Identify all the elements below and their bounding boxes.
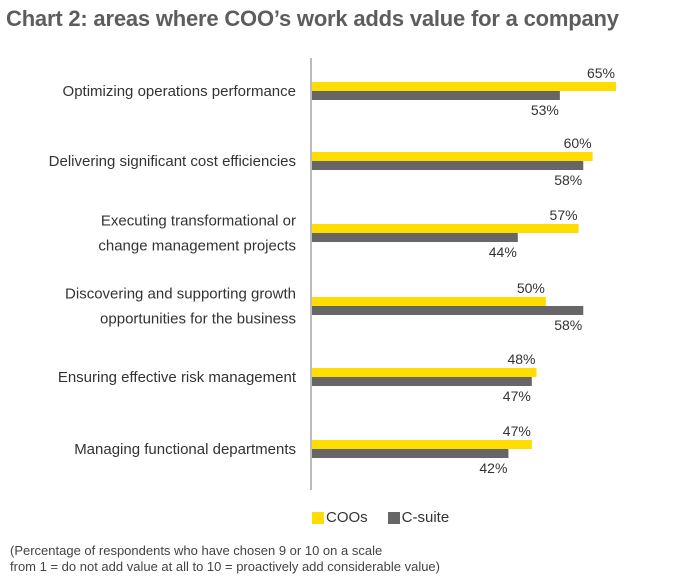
bar-coos xyxy=(312,152,593,161)
legend-swatch-csuite xyxy=(387,511,400,524)
bar-csuite xyxy=(312,306,584,315)
value-label-coos: 60% xyxy=(564,135,592,151)
bar-coos xyxy=(312,297,546,306)
value-label-coos: 65% xyxy=(587,65,615,81)
category-label: Optimizing operations performance xyxy=(63,83,296,100)
category-label: Managing functional departments xyxy=(74,441,296,458)
bar-coos xyxy=(312,440,532,449)
value-label-csuite: 58% xyxy=(554,317,582,333)
chart-title: Chart 2: areas where COO’s work adds val… xyxy=(6,6,619,31)
bar-coos xyxy=(312,224,579,233)
bar-coos xyxy=(312,82,616,91)
category-label: Discovering and supporting growth xyxy=(65,286,296,303)
value-label-coos: 48% xyxy=(507,351,535,367)
legend-swatch-coos xyxy=(312,511,324,524)
bar-csuite xyxy=(312,233,518,242)
footnote: (Percentage of respondents who have chos… xyxy=(10,543,670,575)
footnote-line-2: from 1 = do not add value at all to 10 =… xyxy=(10,559,440,574)
footnote-line-1: (Percentage of respondents who have chos… xyxy=(10,543,383,558)
category-label: opportunities for the business xyxy=(100,311,296,328)
legend-item-csuite: C-suite xyxy=(387,509,450,526)
legend-label-coos: COOs xyxy=(326,509,368,526)
bar-coos xyxy=(312,368,537,377)
legend: COOs C-suite xyxy=(312,509,469,526)
value-label-csuite: 58% xyxy=(554,172,582,188)
bar-chart: Optimizing operations performance 65% 53% D… xyxy=(49,58,616,490)
category-label: Delivering significant cost efficiencies xyxy=(49,153,296,170)
legend-label-csuite: C-suite xyxy=(401,509,450,526)
value-label-csuite: 42% xyxy=(479,460,507,476)
category-label: Executing transformational or xyxy=(101,213,296,230)
value-label-coos: 50% xyxy=(517,280,545,296)
bar-csuite xyxy=(312,91,560,100)
category-label: Ensuring effective risk management xyxy=(58,369,297,386)
value-label-csuite: 47% xyxy=(503,388,531,404)
value-label-coos: 47% xyxy=(503,423,531,439)
value-label-coos: 57% xyxy=(550,207,578,223)
category-label: change management projects xyxy=(98,238,296,255)
value-label-csuite: 53% xyxy=(531,102,559,118)
value-label-csuite: 44% xyxy=(489,244,517,260)
bar-csuite xyxy=(312,449,509,458)
legend-item-coos: COOs xyxy=(312,509,368,526)
bar-csuite xyxy=(312,377,532,386)
bar-csuite xyxy=(312,161,584,170)
